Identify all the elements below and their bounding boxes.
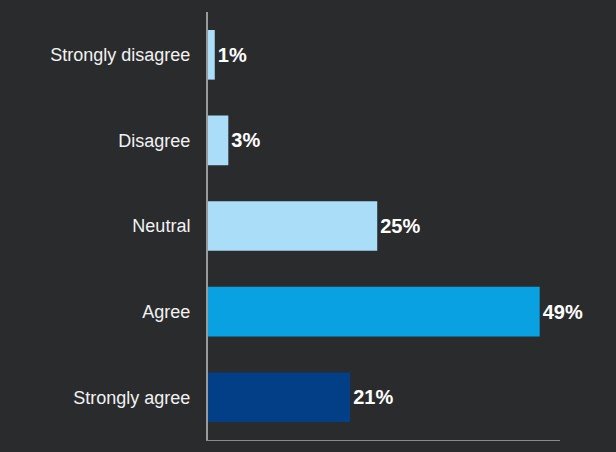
- svg-text:21%: 21%: [353, 386, 393, 408]
- svg-text:1%: 1%: [218, 44, 247, 66]
- svg-text:25%: 25%: [380, 215, 420, 237]
- svg-text:Neutral: Neutral: [132, 216, 190, 236]
- svg-text:Agree: Agree: [142, 302, 190, 322]
- svg-text:49%: 49%: [543, 301, 583, 323]
- svg-text:Strongly disagree: Strongly disagree: [50, 45, 190, 65]
- svg-text:Disagree: Disagree: [118, 131, 190, 151]
- svg-text:3%: 3%: [231, 129, 260, 151]
- svg-text:Strongly agree: Strongly agree: [73, 388, 190, 408]
